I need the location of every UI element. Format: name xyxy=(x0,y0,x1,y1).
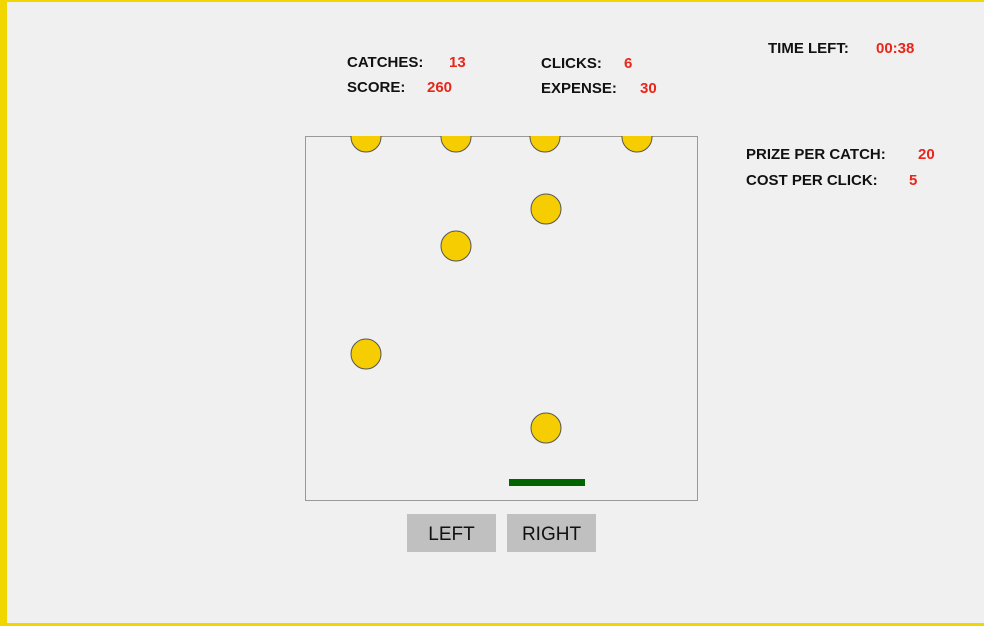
coin xyxy=(529,136,561,153)
coin xyxy=(530,193,562,225)
catches-value: 13 xyxy=(449,54,466,71)
border-top xyxy=(0,0,984,2)
coin xyxy=(350,136,382,153)
right-button-bg[interactable] xyxy=(507,514,596,552)
expense-value: 30 xyxy=(640,80,657,97)
catches-label: CATCHES: xyxy=(347,54,423,71)
left-button-bg[interactable] xyxy=(407,514,496,552)
time-left-value: 00:38 xyxy=(876,40,914,57)
coin xyxy=(440,230,472,262)
right-button-label[interactable]: RIGHT xyxy=(522,524,582,545)
cost-label: COST PER CLICK: xyxy=(746,172,878,189)
coin xyxy=(530,412,562,444)
right-button[interactable]: RIGHT xyxy=(507,514,596,552)
score-label: SCORE: xyxy=(347,79,405,96)
play-field xyxy=(305,136,698,501)
score-value: 260 xyxy=(427,79,452,96)
prize-label: PRIZE PER CATCH: xyxy=(746,146,886,163)
border-left xyxy=(0,0,7,626)
coin xyxy=(621,136,653,153)
left-button[interactable]: LEFT xyxy=(407,514,496,552)
clicks-label: CLICKS: xyxy=(541,55,602,72)
expense-label: EXPENSE: xyxy=(541,80,617,97)
paddle xyxy=(509,479,585,486)
time-left-label: TIME LEFT: xyxy=(768,40,849,57)
coin xyxy=(440,136,472,153)
coin xyxy=(350,338,382,370)
cost-value: 5 xyxy=(909,172,917,189)
left-button-label[interactable]: LEFT xyxy=(428,524,475,545)
border-bottom xyxy=(0,623,984,626)
prize-value: 20 xyxy=(918,146,935,163)
clicks-value: 6 xyxy=(624,55,632,72)
